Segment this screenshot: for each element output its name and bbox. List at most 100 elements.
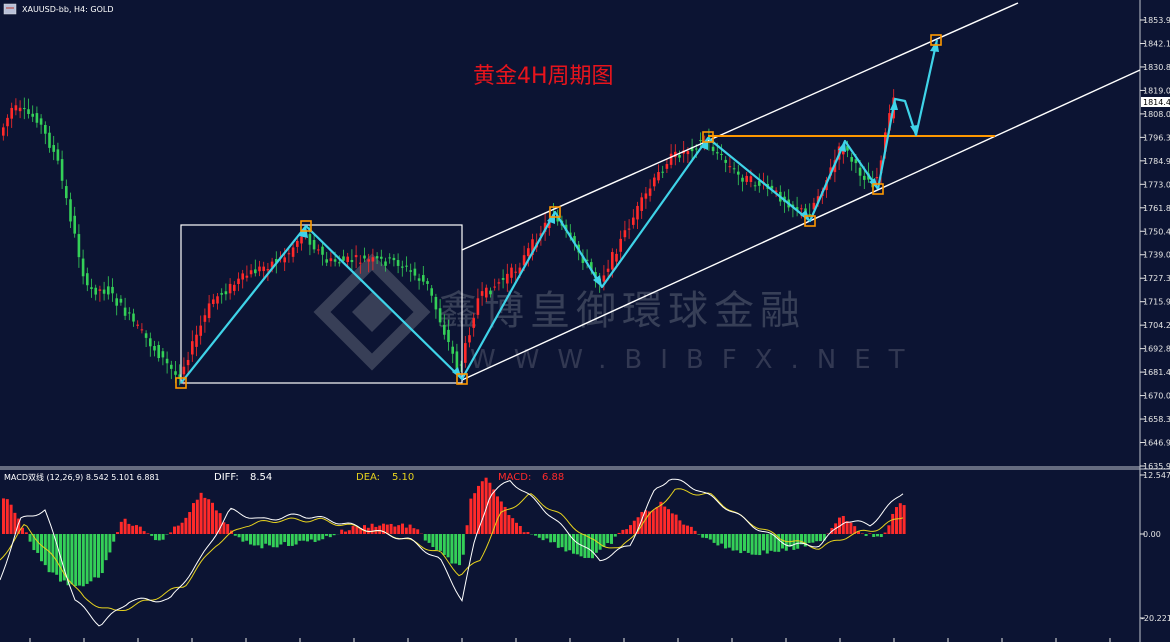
- candle-body: [182, 366, 186, 375]
- candle-body: [371, 257, 375, 262]
- macd-bar: [412, 528, 416, 534]
- macd-bar: [306, 534, 309, 542]
- candle-body: [409, 270, 412, 272]
- candle-body: [132, 313, 135, 322]
- macd-bar: [184, 517, 188, 534]
- candle-body: [443, 324, 446, 335]
- arrowhead-5: [700, 138, 708, 150]
- macd-bar: [784, 534, 788, 551]
- macd-bar: [701, 534, 705, 538]
- candle-body: [128, 312, 131, 314]
- macd-bar: [739, 534, 743, 554]
- macd-bar: [693, 530, 697, 534]
- macd-axis: 12.547 0.00 -20.221: [1140, 471, 1170, 623]
- macd-bar: [176, 525, 180, 534]
- macd-bar: [382, 523, 385, 534]
- macd-bar: [85, 534, 89, 584]
- candle-body: [18, 107, 22, 112]
- candle-body: [615, 253, 618, 262]
- candle-body: [842, 149, 845, 155]
- macd-bar: [876, 534, 879, 537]
- macd-bar: [769, 534, 773, 551]
- candle-body: [111, 286, 114, 294]
- chart-header: XAUUSD-bb, H4: GOLD: [3, 3, 114, 15]
- candle-body: [770, 185, 774, 189]
- macd-bar: [807, 534, 811, 543]
- macd-bar: [385, 524, 389, 534]
- candle-body: [464, 343, 467, 363]
- arrowhead-1: [299, 226, 308, 238]
- macd-bar: [237, 534, 241, 538]
- projection-path: [876, 39, 939, 190]
- price-tick-label: 1853.90: [1143, 16, 1170, 25]
- candle-body: [31, 113, 34, 117]
- price-tick-label: 1842.15: [1143, 39, 1170, 48]
- macd-bar: [214, 510, 218, 534]
- candle-body: [342, 256, 345, 261]
- macd-bar: [351, 525, 355, 534]
- price-tick-label: 1819.05: [1143, 86, 1170, 95]
- candle-body: [102, 289, 106, 294]
- candle-body: [212, 299, 215, 305]
- candle-body: [590, 262, 593, 271]
- candle-body: [417, 278, 421, 281]
- macd-bar: [613, 534, 617, 537]
- macd-bar: [21, 527, 24, 534]
- macd-bar: [686, 525, 689, 534]
- candle-body: [573, 236, 576, 243]
- macd-bar: [853, 526, 857, 534]
- candle-body: [556, 215, 559, 222]
- macd-bar: [883, 532, 887, 534]
- candle-body: [52, 145, 55, 152]
- macd-value: 6.88: [542, 472, 564, 483]
- macd-bar: [583, 534, 587, 559]
- candle-body: [287, 253, 291, 255]
- candle-body: [359, 262, 362, 264]
- candle-body: [753, 185, 757, 187]
- arrowhead-4: [593, 275, 602, 287]
- watermark: 鑫博皇御環球金融 WWW.BIBFX.NET: [313, 253, 905, 375]
- price-tick-label: 1646.90: [1143, 439, 1170, 448]
- candle-body: [732, 168, 736, 170]
- macd-tick-zero: 0.00: [1143, 530, 1161, 539]
- price-tick-label: 1692.80: [1143, 345, 1170, 354]
- chart-title: 黄金4H周期图: [473, 64, 614, 89]
- macd-bar: [537, 534, 541, 538]
- diff-label: DIFF:: [214, 472, 239, 483]
- candle-body: [636, 205, 639, 220]
- macd-bar: [161, 534, 165, 540]
- candle-body: [774, 190, 778, 193]
- macd-bar: [241, 534, 245, 542]
- candle-body: [354, 255, 358, 258]
- macd-bar: [811, 534, 815, 543]
- macd-bar: [435, 534, 439, 550]
- macd-bar: [458, 534, 461, 566]
- candle-body: [233, 284, 236, 291]
- macd-bar: [32, 534, 36, 551]
- candle-body: [695, 148, 698, 150]
- macd-bar: [674, 514, 678, 534]
- macd-bar: [78, 534, 81, 586]
- macd-bar: [363, 525, 366, 534]
- macd-bar: [697, 534, 701, 535]
- candle-body: [249, 270, 253, 275]
- candle-body: [228, 283, 232, 294]
- price-tick-label: 1784.90: [1143, 157, 1170, 166]
- macd-bar: [62, 534, 66, 581]
- macd-bar: [321, 534, 325, 540]
- macd-bar: [51, 534, 55, 573]
- candle-body: [178, 374, 181, 380]
- macd-bar: [857, 531, 860, 534]
- candle-body: [434, 296, 438, 310]
- macd-bar: [678, 520, 682, 534]
- candle-body: [468, 335, 471, 343]
- macd-bar: [819, 534, 822, 542]
- macd-bar: [518, 526, 522, 534]
- candle-body: [800, 208, 803, 210]
- macd-bar: [188, 512, 192, 534]
- pivot-markers: [175, 34, 942, 389]
- candle-body: [237, 278, 240, 284]
- candle-body: [170, 364, 173, 369]
- candle-body: [60, 159, 64, 181]
